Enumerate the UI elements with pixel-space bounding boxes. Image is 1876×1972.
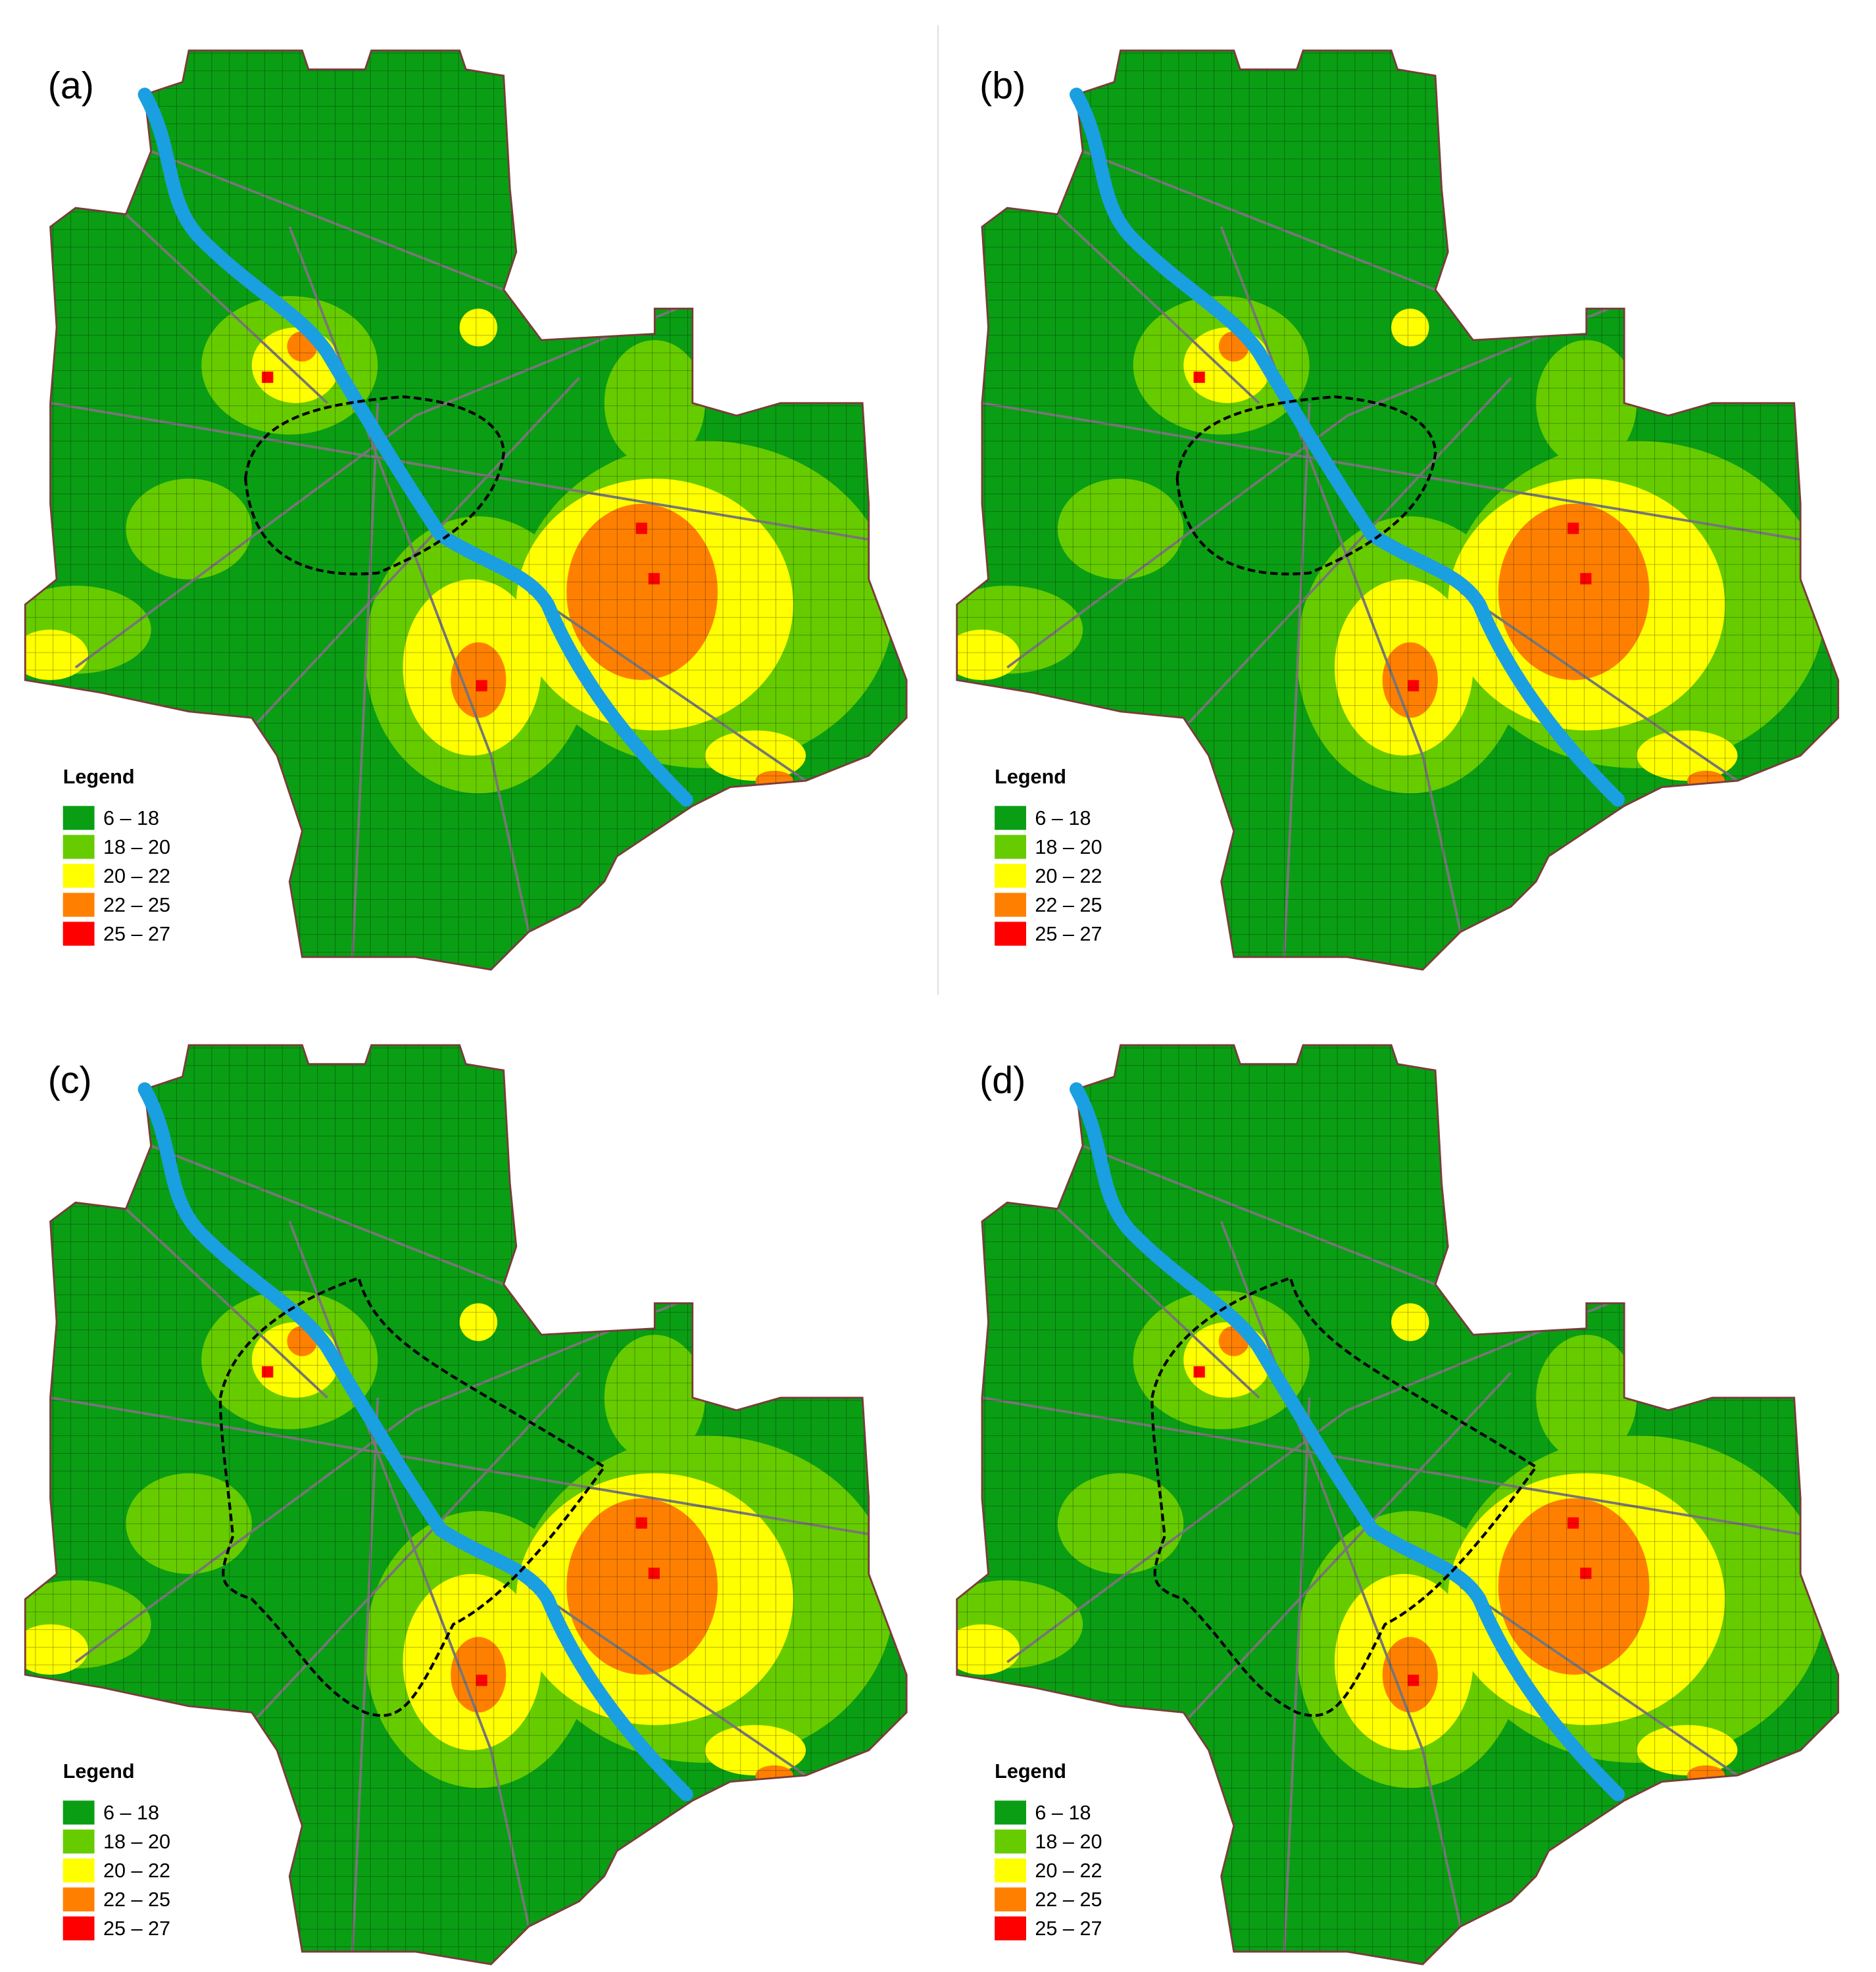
legend-swatch xyxy=(995,1858,1026,1883)
zone-ring xyxy=(1175,395,1437,576)
legend-title: Legend xyxy=(63,766,135,788)
river xyxy=(137,87,693,807)
map-fill xyxy=(956,1045,1839,1965)
legend-title: Legend xyxy=(63,1760,135,1783)
legend-swatch xyxy=(995,1916,1026,1940)
legend-label: 18 – 20 xyxy=(103,1831,170,1853)
map-panel: (a) Legend 6 – 18 18 – 20 20 – 22 22 – 25 25 –… xyxy=(24,49,908,971)
river xyxy=(1070,1082,1625,1802)
legend-label: 18 – 20 xyxy=(103,836,170,858)
boundary xyxy=(24,1044,908,1965)
legend-swatch xyxy=(995,1829,1026,1854)
legend-swatch xyxy=(995,864,1026,888)
legend-swatch xyxy=(995,1800,1026,1825)
legend-label: 22 – 25 xyxy=(103,1888,170,1911)
legend-swatch xyxy=(995,922,1026,946)
panel-label: (b) xyxy=(979,65,1025,107)
legend-swatch xyxy=(62,806,95,830)
legend-label: 20 – 22 xyxy=(1035,1860,1102,1882)
panel-label: (d) xyxy=(979,1060,1025,1102)
zone-ring xyxy=(1150,1276,1539,1717)
legend-swatch xyxy=(62,864,95,888)
map-panel: (c) Legend 6 – 18 18 – 20 20 – 22 22 – 25 25 –… xyxy=(24,1044,908,1965)
legend-label: 6 – 18 xyxy=(1035,1802,1091,1824)
legend-swatch xyxy=(62,835,95,859)
legend-swatch xyxy=(995,806,1026,830)
legend-swatch xyxy=(995,835,1026,859)
river xyxy=(1070,87,1625,807)
legend-swatch xyxy=(995,893,1026,917)
legend-swatch xyxy=(995,1887,1026,1911)
legend-label: 20 – 22 xyxy=(103,865,170,887)
panel-label: (a) xyxy=(48,65,94,107)
legend-title: Legend xyxy=(995,1760,1066,1783)
boundary xyxy=(24,49,908,971)
legend-swatch xyxy=(62,1916,95,1940)
legend-swatch xyxy=(62,1800,95,1825)
legend-label: 25 – 27 xyxy=(1035,1917,1102,1940)
map-panel: (d) Legend 6 – 18 18 – 20 20 – 22 22 – 25 25 –… xyxy=(956,1044,1840,1965)
legend-label: 18 – 20 xyxy=(1035,1831,1102,1853)
legend-title: Legend xyxy=(995,766,1066,788)
legend-label: 6 – 18 xyxy=(103,1802,159,1824)
grid-cells xyxy=(25,1045,907,1965)
legend-label: 22 – 25 xyxy=(1035,894,1102,916)
legend-swatch xyxy=(62,1887,95,1911)
zone-ring xyxy=(244,395,505,576)
legend-label: 18 – 20 xyxy=(1035,836,1102,858)
zone-ring xyxy=(218,1276,606,1717)
legend-label: 6 – 18 xyxy=(1035,807,1091,829)
panel-label: (c) xyxy=(48,1060,92,1102)
boundary xyxy=(956,49,1840,971)
legend-label: 25 – 27 xyxy=(1035,923,1102,945)
legend-swatch xyxy=(62,922,95,946)
grid-cells xyxy=(956,1045,1839,1965)
legend-label: 22 – 25 xyxy=(1035,1888,1102,1911)
legend-label: 25 – 27 xyxy=(103,923,170,945)
legend-swatch xyxy=(62,893,95,917)
legend-swatch xyxy=(62,1829,95,1854)
legend-label: 6 – 18 xyxy=(103,807,159,829)
legend-label: 20 – 22 xyxy=(103,1860,170,1882)
legend-label: 25 – 27 xyxy=(103,1917,170,1940)
legend-label: 22 – 25 xyxy=(103,894,170,916)
river xyxy=(137,1082,693,1802)
map-panel: (b) Legend 6 – 18 18 – 20 20 – 22 22 – 25 25 –… xyxy=(956,49,1840,971)
map-fill xyxy=(25,1045,907,1965)
legend-swatch xyxy=(62,1858,95,1883)
legend-label: 20 – 22 xyxy=(1035,865,1102,887)
boundary xyxy=(956,1044,1840,1965)
